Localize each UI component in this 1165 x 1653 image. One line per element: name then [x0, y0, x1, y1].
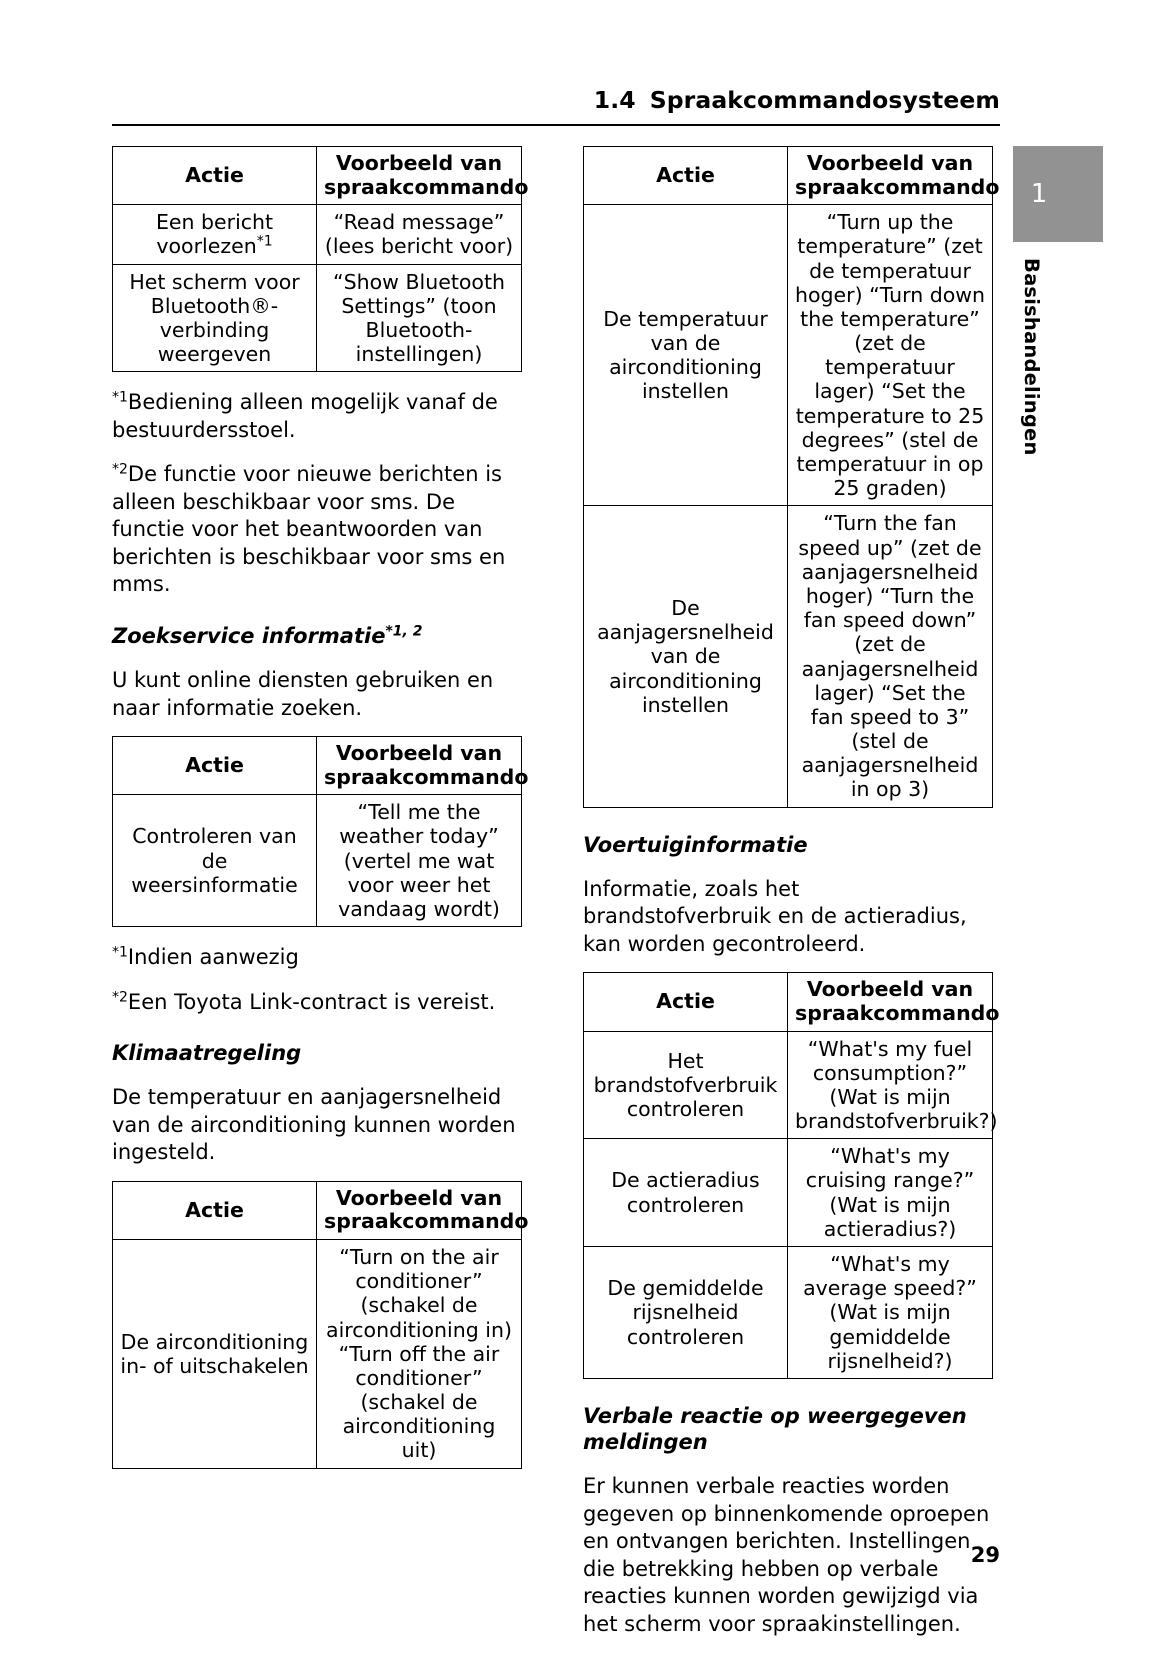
heading-klimaatregeling: Klimaatregeling	[112, 1041, 302, 1066]
column-header-example-line2: spraakcommando	[324, 1209, 529, 1234]
footnote-4-text: Een Toyota Link-contract is vereist.	[127, 989, 496, 1014]
footnote-2-text: De functie voor nieuwe berichten is alle…	[112, 462, 506, 597]
table-header-row: Actie Voorbeeld van spraakcommando	[112, 145, 529, 206]
table-climate-onoff: Actie Voorbeeld van spraakcommando De ai…	[112, 1180, 529, 1469]
table-row: De actieradius controleren “What's my cr…	[583, 1138, 993, 1247]
cell-action: Een bericht voorlezen*1	[112, 204, 317, 265]
chapter-label: Basishandelingen	[1020, 258, 1043, 456]
paragraph-klimaatregeling: De temperatuur en aanjagersnelheid van d…	[112, 1085, 516, 1165]
header-divider	[112, 124, 1000, 126]
footnote-1-text: Bediening alleen mogelijk vanaf de bestu…	[112, 390, 498, 442]
column-header-example-line1: Voorbeeld van	[335, 1185, 503, 1210]
footnote-3-marker: *1	[112, 944, 128, 961]
paragraph-zoekservice: U kunt online diensten gebruiken en naar…	[112, 668, 494, 720]
table-climate-settings: Actie Voorbeeld van spraakcommando De te…	[583, 145, 1000, 808]
table-row: De temperatuur van de airconditioning in…	[583, 204, 993, 507]
column-header-action: Actie	[583, 972, 788, 1032]
spacer	[112, 1167, 521, 1181]
column-header-example: Voorbeeld van spraakcommando	[316, 1180, 529, 1240]
column-header-example-line2: spraakcommando	[324, 174, 529, 199]
right-column: Actie Voorbeeld van spraakcommando De te…	[583, 145, 1000, 1638]
footnote-3-text: Indien aanwezig	[127, 945, 299, 970]
column-header-example: Voorbeeld van spraakcommando	[787, 972, 1000, 1032]
footnote-4-marker: *2	[112, 989, 128, 1006]
footnote-3: *1Indien aanwezig	[112, 944, 521, 972]
cell-example: “What's my average speed?” (Wat is mijn …	[787, 1246, 993, 1379]
page-header: 1.4 Spraakcommandosysteem	[112, 86, 1000, 114]
cell-action: Het brandstofverbruik controleren	[583, 1030, 788, 1140]
table-row: De gemiddelde rijsnelheid controleren “W…	[583, 1246, 993, 1379]
heading-verbale-reactie: Verbale reactie op weergegeven meldingen	[583, 1403, 967, 1455]
table-row: Een bericht voorlezen*1 “Read message” (…	[112, 204, 522, 265]
footnote-4: *2Een Toyota Link-contract is vereist.	[112, 989, 521, 1017]
footnote-1: *1Bediening alleen mogelijk vanaf de bes…	[112, 389, 521, 444]
footnote-1-marker: *1	[112, 389, 128, 406]
footnote-2-marker: *2	[112, 461, 128, 478]
table-row: Het scherm voor Bluetooth®-verbinding we…	[112, 263, 522, 373]
spacer	[583, 958, 992, 972]
section-number: 1.4	[593, 86, 636, 114]
column-header-action: Actie	[583, 145, 788, 206]
page-number: 29	[970, 1543, 1000, 1567]
heading-zoekservice-sup: *1, 2	[385, 623, 423, 640]
column-header-example: Voorbeeld van spraakcommando	[787, 145, 1000, 206]
cell-action: De actieradius controleren	[583, 1138, 788, 1247]
chapter-number: 1	[1030, 179, 1048, 209]
table-messages: Actie Voorbeeld van spraakcommando Een b…	[112, 145, 529, 373]
page-title: 1.4 Spraakcommandosysteem	[112, 86, 1000, 114]
column-header-example-line2: spraakcommando	[795, 1000, 1000, 1025]
column-header-example-line1: Voorbeeld van	[335, 741, 503, 765]
column-header-action: Actie	[112, 735, 317, 796]
spacer	[112, 722, 521, 736]
column-header-action: Actie	[112, 145, 317, 206]
table-row: De airconditioning in- of uitschakelen “…	[112, 1238, 522, 1469]
table-vehicle-info: Actie Voorbeeld van spraakcommando Het b…	[583, 972, 1000, 1379]
column-header-example-line1: Voorbeeld van	[806, 977, 974, 1002]
heading-zoekservice: Zoekservice informatie*1, 2	[112, 623, 521, 649]
table-row: De aanjagersnelheid van de airconditioni…	[583, 505, 993, 808]
column-header-example-line2: spraakcommando	[795, 174, 1000, 199]
cell-action: Controleren van de weersinformatie	[112, 794, 317, 928]
table-header-row: Actie Voorbeeld van spraakcommando	[112, 735, 529, 796]
cell-action: De airconditioning in- of uitschakelen	[112, 1238, 317, 1469]
heading-voertuiginformatie: Voertuiginformatie	[583, 832, 808, 857]
section-title: Spraakcommandosysteem	[649, 86, 1000, 114]
paragraph-verbale-reactie: Er kunnen verbale reacties worden gegeve…	[583, 1474, 990, 1636]
table-row: Het brandstofverbruik controleren “What'…	[583, 1030, 998, 1140]
cell-example: “Turn the fan speed up” (zet de aanjager…	[787, 505, 993, 808]
column-header-example: Voorbeeld van spraakcommando	[316, 735, 529, 796]
cell-example: “Read message” (lees bericht voor)	[316, 204, 522, 265]
table-header-row: Actie Voorbeeld van spraakcommando	[583, 972, 1000, 1032]
left-column: Actie Voorbeeld van spraakcommando Een b…	[112, 145, 529, 1469]
column-header-action: Actie	[112, 1180, 317, 1240]
table-row: Controleren van de weersinformatie “Tell…	[112, 794, 522, 928]
footnote-2: *2De functie voor nieuwe berichten is al…	[112, 461, 521, 599]
column-header-example: Voorbeeld van spraakcommando	[316, 145, 529, 206]
cell-action: De temperatuur van de airconditioning in…	[583, 204, 788, 507]
heading-zoekservice-text: Zoekservice informatie	[112, 623, 386, 648]
column-header-example-line1: Voorbeeld van	[806, 151, 974, 175]
cell-example: “What's my cruising range?” (Wat is mijn…	[787, 1138, 993, 1247]
table-header-row: Actie Voorbeeld van spraakcommando	[112, 1180, 529, 1240]
paragraph-voertuiginformatie: Informatie, zoals het brandstofverbruik …	[583, 876, 967, 956]
cell-example: “What's my fuel consumption?” (Wat is mi…	[787, 1030, 998, 1140]
cell-action: De aanjagersnelheid van de airconditioni…	[583, 505, 788, 808]
cell-example: “Turn on the air conditioner” (schakel d…	[316, 1238, 522, 1469]
footnote-marker: *1	[256, 234, 273, 251]
cell-example: “Turn up the temperature” (zet de temper…	[787, 204, 993, 507]
table-search-service: Actie Voorbeeld van spraakcommando Contr…	[112, 735, 529, 928]
column-header-example-line1: Voorbeeld van	[335, 151, 503, 175]
cell-action-text: Een bericht voorlezen	[155, 210, 274, 259]
column-header-example-line2: spraakcommando	[324, 764, 529, 789]
chapter-tab: 1	[1013, 146, 1103, 242]
cell-example: “Show Bluetooth Settings” (toon Bluetoot…	[316, 263, 522, 373]
cell-action: Het scherm voor Bluetooth®-verbinding we…	[112, 263, 317, 373]
cell-action: De gemiddelde rijsnelheid controleren	[583, 1246, 788, 1379]
cell-example: “Tell me the weather today” (vertel me w…	[316, 794, 522, 928]
table-header-row: Actie Voorbeeld van spraakcommando	[583, 145, 1000, 206]
